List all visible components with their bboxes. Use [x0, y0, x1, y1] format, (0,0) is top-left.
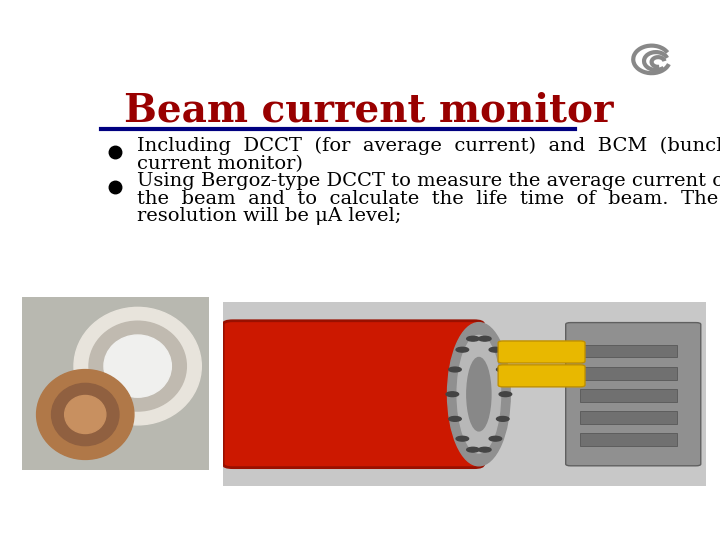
Circle shape	[499, 392, 512, 396]
Ellipse shape	[467, 357, 491, 431]
Text: 10/3/2020: 10/3/2020	[101, 453, 186, 470]
Circle shape	[479, 447, 491, 452]
Bar	[580, 411, 677, 423]
Text: current monitor): current monitor)	[138, 155, 303, 173]
Circle shape	[52, 383, 119, 446]
Circle shape	[467, 447, 480, 452]
Ellipse shape	[457, 335, 500, 453]
Text: the  beam  and  to  calculate  the  life  time  of  beam.  The: the beam and to calculate the life time …	[138, 190, 719, 208]
Circle shape	[489, 347, 502, 352]
Circle shape	[104, 335, 171, 397]
Circle shape	[456, 436, 469, 441]
Circle shape	[467, 336, 480, 341]
Circle shape	[65, 395, 106, 434]
Bar	[580, 345, 677, 357]
FancyBboxPatch shape	[223, 321, 484, 468]
FancyBboxPatch shape	[566, 322, 701, 466]
Text: Including  DCCT  (for  average  current)  and  BCM  (bunch: Including DCCT (for average current) and…	[138, 137, 720, 155]
Bar	[580, 367, 677, 380]
Ellipse shape	[448, 322, 510, 466]
FancyBboxPatch shape	[498, 341, 585, 363]
Circle shape	[456, 347, 469, 352]
Circle shape	[446, 392, 459, 396]
Circle shape	[37, 369, 134, 460]
Text: resolution will be μA level;: resolution will be μA level;	[138, 207, 402, 225]
Circle shape	[497, 367, 509, 372]
Circle shape	[479, 336, 491, 341]
FancyBboxPatch shape	[498, 365, 585, 387]
Text: Using Bergoz-type DCCT to measure the average current of: Using Bergoz-type DCCT to measure the av…	[138, 172, 720, 190]
Circle shape	[449, 367, 462, 372]
Bar	[580, 433, 677, 446]
Text: Beam current monitor: Beam current monitor	[125, 92, 613, 130]
Circle shape	[449, 416, 462, 421]
Circle shape	[74, 307, 202, 425]
Circle shape	[489, 436, 502, 441]
Bar	[580, 389, 677, 402]
Circle shape	[497, 416, 509, 421]
Text: 8: 8	[626, 453, 637, 470]
Circle shape	[89, 321, 186, 411]
